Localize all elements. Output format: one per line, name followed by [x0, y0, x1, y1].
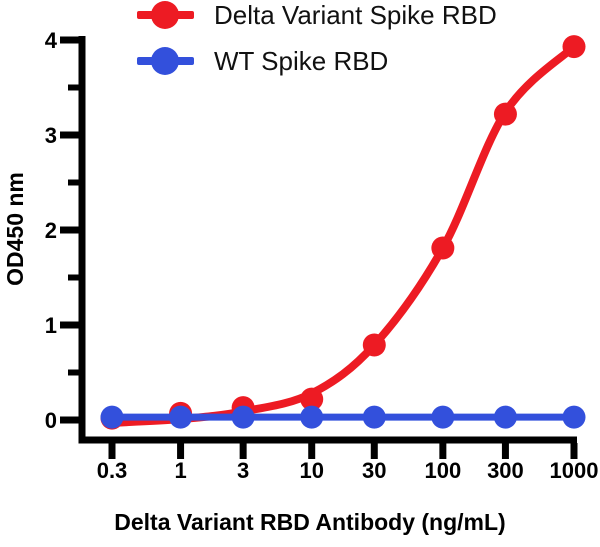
x-tick-label: 3: [237, 458, 249, 483]
legend-item-delta-variant: Delta Variant Spike RBD: [137, 0, 497, 30]
wt-spike-rbd-marker: [231, 405, 255, 429]
wt-spike-rbd-marker: [169, 405, 193, 429]
x-tick-label: 1000: [550, 458, 599, 483]
delta-variant-spike-rbd-marker: [562, 35, 586, 59]
x-tick-label: 0.3: [97, 458, 128, 483]
y-tick-label: 0: [45, 408, 57, 433]
wt-spike-rbd-marker: [562, 405, 586, 429]
x-tick-label: 10: [299, 458, 323, 483]
legend-marker-wt: [137, 46, 194, 76]
legend-label-delta: Delta Variant Spike RBD: [214, 0, 497, 30]
delta-variant-spike-rbd-marker: [300, 387, 324, 411]
legend: Delta Variant Spike RBD WT Spike RBD: [137, 0, 497, 76]
y-tick-label: 1: [45, 313, 57, 338]
wt-spike-rbd-marker: [431, 405, 455, 429]
x-tick-label: 30: [362, 458, 386, 483]
delta-variant-spike-rbd-marker: [362, 333, 386, 357]
x-tick-label: 300: [487, 458, 524, 483]
delta-variant-spike-rbd-marker: [431, 236, 455, 260]
y-tick-label: 4: [45, 28, 58, 53]
wt-spike-rbd-marker: [362, 405, 386, 429]
wt-spike-rbd-marker: [300, 405, 324, 429]
y-tick-label: 3: [45, 123, 57, 148]
legend-label-wt: WT Spike RBD: [214, 46, 389, 76]
legend-marker-delta: [137, 0, 194, 30]
delta-variant-spike-rbd-marker: [493, 102, 517, 126]
x-tick-label: 1: [174, 458, 186, 483]
legend-circle-red-icon: [151, 1, 179, 29]
x-axis-title: Delta Variant RBD Antibody (ng/mL): [114, 509, 506, 535]
legend-item-wt: WT Spike RBD: [137, 46, 497, 76]
wt-spike-rbd-marker: [493, 405, 517, 429]
x-tick-label: 100: [424, 458, 461, 483]
legend-circle-blue-icon: [151, 47, 179, 75]
wt-spike-rbd-marker: [100, 405, 124, 429]
y-tick-label: 2: [45, 218, 57, 243]
